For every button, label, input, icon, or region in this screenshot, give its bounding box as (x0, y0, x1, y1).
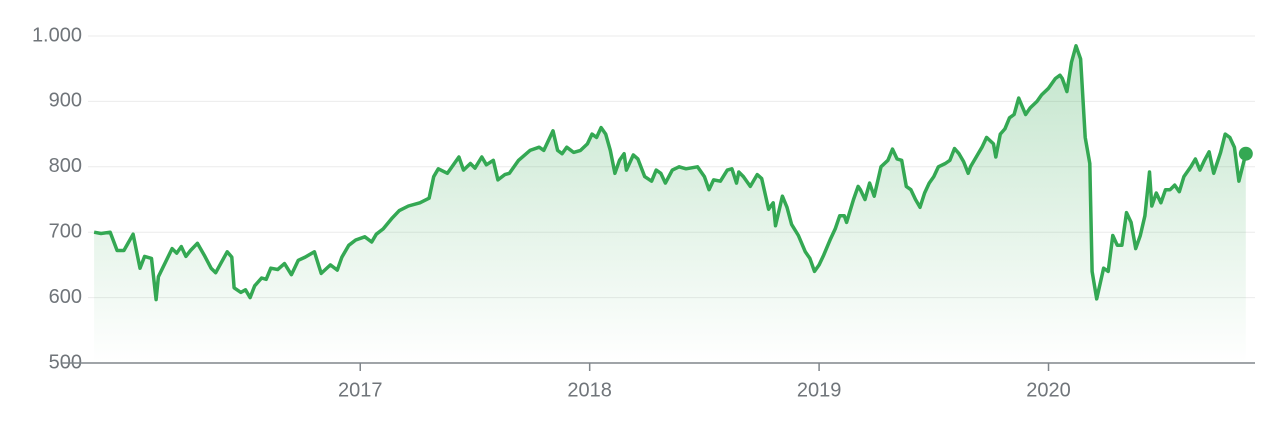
end-dot (1238, 146, 1253, 161)
y-tick-label: 800 (49, 155, 82, 177)
area (94, 45, 1246, 364)
y-tick-label: 600 (49, 286, 82, 308)
x-tick-label: 2018 (567, 379, 612, 401)
line (93, 44, 1248, 302)
x-tick-label: 2019 (797, 379, 842, 401)
x-tick-label: 2020 (1026, 379, 1071, 401)
y-tick-label: 900 (49, 90, 82, 112)
x-tick-label: 2017 (338, 379, 383, 401)
y-tick-label: 700 (49, 220, 82, 242)
y-tick-label: 1.000 (32, 24, 82, 46)
